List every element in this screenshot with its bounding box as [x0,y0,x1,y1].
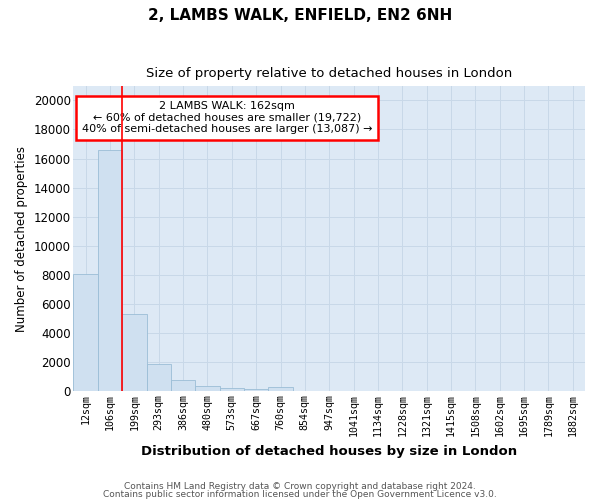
Y-axis label: Number of detached properties: Number of detached properties [15,146,28,332]
Bar [146,364,171,392]
Bar [122,314,146,392]
Text: 2, LAMBS WALK, ENFIELD, EN2 6NH: 2, LAMBS WALK, ENFIELD, EN2 6NH [148,8,452,22]
Text: 2 LAMBS WALK: 162sqm
← 60% of detached houses are smaller (19,722)
40% of semi-d: 2 LAMBS WALK: 162sqm ← 60% of detached h… [82,101,372,134]
Bar [98,150,122,392]
Title: Size of property relative to detached houses in London: Size of property relative to detached ho… [146,68,512,80]
Text: Contains public sector information licensed under the Open Government Licence v3: Contains public sector information licen… [103,490,497,499]
Bar [195,386,220,392]
X-axis label: Distribution of detached houses by size in London: Distribution of detached houses by size … [141,444,517,458]
Bar [220,388,244,392]
Text: Contains HM Land Registry data © Crown copyright and database right 2024.: Contains HM Land Registry data © Crown c… [124,482,476,491]
Bar [73,274,98,392]
Bar [268,387,293,392]
Bar [171,380,195,392]
Bar [244,389,268,392]
